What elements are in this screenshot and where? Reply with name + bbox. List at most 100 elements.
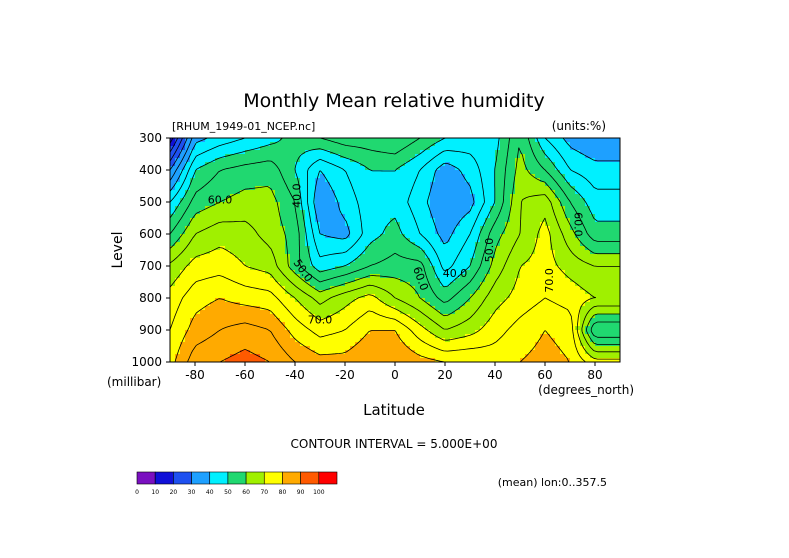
contour-cell — [375, 318, 381, 323]
contour-cell — [355, 162, 361, 167]
contour-cell — [175, 170, 181, 175]
contour-cell — [170, 198, 176, 203]
contour-cell — [495, 266, 501, 271]
contour-cell — [520, 190, 526, 195]
contour-cell — [200, 274, 206, 279]
contour-cell — [255, 206, 261, 211]
contour-cell — [315, 346, 321, 351]
contour-cell — [340, 274, 346, 279]
contour-cell — [520, 258, 526, 263]
contour-cell — [585, 182, 591, 187]
contour-cell — [525, 138, 531, 143]
contour-cell — [535, 354, 541, 359]
contour-cell — [395, 198, 401, 203]
contour-cell — [610, 270, 616, 275]
contour-cell — [610, 306, 616, 311]
contour-cell — [435, 318, 441, 323]
contour-cell — [230, 170, 236, 175]
contour-cell — [470, 350, 476, 355]
contour-cell — [255, 346, 261, 351]
contour-cell — [555, 170, 561, 175]
contour-cell — [210, 278, 216, 283]
contour-cell — [275, 222, 281, 227]
contour-cell — [270, 230, 276, 235]
contour-cell — [550, 330, 556, 335]
contour-cell — [405, 138, 411, 143]
contour-cell — [575, 338, 581, 343]
contour-cell — [380, 174, 386, 179]
contour-cell — [300, 178, 306, 183]
contour-cell — [560, 186, 566, 191]
contour-cell — [520, 298, 526, 303]
contour-cell — [545, 146, 551, 151]
contour-cell — [565, 282, 571, 287]
contour-cell — [175, 154, 181, 159]
contour-cell — [230, 158, 236, 163]
contour-cell — [505, 262, 511, 267]
contour-cell — [270, 162, 276, 167]
contour-cell — [445, 254, 451, 259]
contour-cell — [310, 198, 316, 203]
contour-cell — [285, 146, 291, 151]
contour-cell — [505, 182, 511, 187]
contour-cell — [195, 146, 201, 151]
contour-cell — [460, 254, 466, 259]
contour-cell — [415, 254, 421, 259]
contour-cell — [435, 278, 441, 283]
contour-cell — [355, 210, 361, 215]
contour-cell — [235, 270, 241, 275]
contour-cell — [265, 358, 271, 362]
contour-cell — [485, 186, 491, 191]
contour-cell — [310, 326, 316, 331]
contour-cell — [275, 226, 281, 231]
contour-cell — [545, 214, 551, 219]
contour-cell — [590, 242, 596, 247]
contour-cell — [365, 190, 371, 195]
contour-cell — [305, 270, 311, 275]
contour-cell — [610, 178, 616, 183]
contour-cell — [200, 202, 206, 207]
contour-cell — [400, 202, 406, 207]
contour-cell — [320, 306, 326, 311]
contour-cell — [555, 342, 561, 347]
contour-cell — [205, 158, 211, 163]
contour-cell — [605, 266, 611, 271]
contour-cell — [530, 302, 536, 307]
contour-cell — [510, 154, 516, 159]
contour-cell — [540, 162, 546, 167]
contour-cell — [420, 294, 426, 299]
contour-cell — [205, 338, 211, 343]
contour-cell — [195, 182, 201, 187]
contour-cell — [535, 242, 541, 247]
contour-cell — [275, 262, 281, 267]
contour-cell — [210, 270, 216, 275]
contour-cell — [320, 198, 326, 203]
contour-cell — [265, 146, 271, 151]
contour-cell — [205, 162, 211, 167]
contour-cell — [380, 278, 386, 283]
contour-cell — [270, 226, 276, 231]
contour-cell — [290, 178, 296, 183]
contour-cell — [460, 174, 466, 179]
contour-cell — [485, 222, 491, 227]
contour-cell — [355, 150, 361, 155]
contour-cell — [175, 314, 181, 319]
contour-cell — [285, 318, 291, 323]
contour-cell — [225, 202, 231, 207]
contour-cell — [510, 314, 516, 319]
contour-cell — [265, 186, 271, 191]
contour-cell — [350, 354, 356, 359]
contour-cell — [615, 330, 620, 335]
contour-cell — [465, 138, 471, 143]
contour-cell — [370, 314, 376, 319]
contour-cell — [510, 174, 516, 179]
contour-cell — [525, 202, 531, 207]
contour-cell — [190, 210, 196, 215]
contour-cell — [170, 322, 176, 327]
contour-cell — [450, 298, 456, 303]
contour-cell — [230, 174, 236, 179]
contour-cell — [190, 338, 196, 343]
contour-cell — [615, 266, 620, 271]
contour-cell — [605, 150, 611, 155]
contour-cell — [575, 262, 581, 267]
